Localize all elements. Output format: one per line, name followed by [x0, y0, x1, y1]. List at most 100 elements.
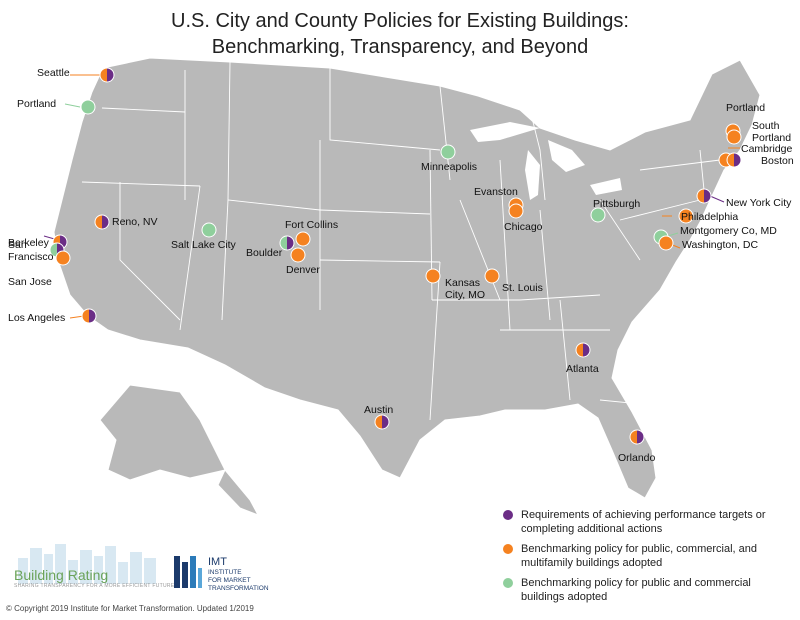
alaska-tail — [217, 469, 260, 516]
city-marker: New York City — [696, 188, 792, 209]
legend-item-green: Benchmarking policy for public and comme… — [503, 576, 793, 604]
city-marker: Washington, DC — [658, 235, 758, 251]
city-label: Denver — [286, 264, 320, 276]
great-lakes — [470, 122, 622, 200]
city-marker: Portland — [17, 98, 96, 115]
city-dot-left-half — [280, 236, 287, 250]
city-label: Fort Collins — [285, 219, 338, 231]
city-dot-outline — [81, 308, 97, 324]
city-label: Kansas City, MO — [445, 277, 485, 301]
city-marker: Boulder — [246, 235, 295, 259]
city-dot — [290, 247, 306, 263]
city-dot-outline — [374, 414, 390, 430]
legend-dot-green — [503, 578, 513, 588]
city-dot-right-half — [102, 215, 109, 229]
city-label: Pittsburgh — [593, 198, 640, 210]
city-dot — [80, 99, 96, 115]
city-marker: Kansas City, MO — [425, 268, 485, 301]
city-dot — [678, 208, 694, 224]
city-label: Philadelphia — [681, 211, 738, 223]
city-dot-right-half — [734, 153, 741, 167]
city-dot-right-half — [583, 343, 590, 357]
city-dot-left-half — [100, 68, 107, 82]
city-label: Evanston — [474, 186, 518, 198]
city-dot-left-half — [630, 430, 637, 444]
city-label: St. Louis — [502, 282, 543, 294]
city-dot-outline — [726, 152, 742, 168]
city-label: Portland — [17, 98, 56, 110]
city-dot-right-half — [287, 236, 294, 250]
city-label: San Francisco — [8, 239, 54, 263]
city-dot-outline — [696, 188, 712, 204]
city-marker: Atlanta — [566, 342, 599, 375]
city-dot — [484, 268, 500, 284]
city-label: South Portland — [752, 120, 791, 144]
legend-text: Benchmarking policy for public, commerci… — [521, 543, 757, 569]
city-label: Seattle — [37, 67, 70, 79]
legend-dot-purple — [503, 510, 513, 520]
city-label: Montgomery Co, MD — [680, 225, 777, 237]
city-dot-right-half — [107, 68, 114, 82]
city-dot — [658, 235, 674, 251]
legend: Requirements of achieving performance ta… — [503, 508, 793, 610]
city-dot — [440, 144, 456, 160]
city-marker: Austin — [364, 404, 393, 430]
city-label: Washington, DC — [682, 239, 758, 251]
city-marker: Fort Collins — [285, 219, 338, 247]
map-title-line1: U.S. City and County Policies for Existi… — [171, 10, 629, 32]
city-marker: Pittsburgh — [590, 198, 640, 223]
city-dot-left-half — [576, 343, 583, 357]
building-rating-tagline: SHARING TRANSPARENCY FOR A MORE EFFICIEN… — [14, 583, 175, 589]
imt-logo: IMT INSTITUTE FOR MARKET TRANSFORMATION — [174, 556, 269, 592]
city-label: Atlanta — [566, 363, 599, 375]
city-dot-left-half — [82, 309, 89, 323]
city-label: Orlando — [618, 452, 656, 464]
building-rating-skyline-logo — [18, 544, 156, 584]
legend-item-purple: Requirements of achieving performance ta… — [503, 508, 793, 536]
city-marker: Reno, NV — [94, 214, 158, 230]
city-marker: Denver — [286, 247, 320, 276]
imt-logo-line1: INSTITUTE — [208, 569, 242, 576]
imt-logo-line3: TRANSFORMATION — [208, 585, 269, 592]
city-dot-right-half — [382, 415, 389, 429]
city-label: Boulder — [246, 247, 283, 259]
city-dot-outline — [99, 67, 115, 83]
city-dot-right-half — [637, 430, 644, 444]
city-dot — [508, 203, 524, 219]
city-marker: Salt Lake City — [171, 222, 237, 251]
imt-logo-title: IMT — [208, 556, 227, 568]
city-label: Reno, NV — [112, 216, 158, 228]
city-dot — [295, 231, 311, 247]
city-dot — [425, 268, 441, 284]
city-marker: South Portland — [726, 120, 791, 145]
legend-item-orange: Benchmarking policy for public, commerci… — [503, 542, 793, 570]
city-label: San Jose — [8, 276, 52, 288]
building-rating-logo-text: Building Rating — [14, 567, 109, 583]
city-marker: Los Angeles — [8, 308, 97, 324]
city-label: Salt Lake City — [171, 239, 237, 251]
city-dot-left-half — [697, 189, 704, 203]
map-title-line2: Benchmarking, Transparency, and Beyond — [211, 36, 589, 58]
city-label: Los Angeles — [8, 312, 65, 324]
city-marker: Boston — [726, 152, 794, 168]
legend-text: Requirements of achieving performance ta… — [521, 509, 766, 535]
city-marker: Minneapolis — [421, 144, 477, 173]
city-marker: Philadelphia — [678, 208, 738, 224]
imt-logo-line2: FOR MARKET — [208, 577, 251, 584]
city-dot-right-half — [704, 189, 711, 203]
imt-mark — [174, 556, 202, 588]
us-landmass — [53, 57, 761, 499]
city-dot — [201, 222, 217, 238]
city-marker: Chicago — [504, 203, 543, 233]
legend-dot-orange — [503, 544, 513, 554]
city-marker: Orlando — [618, 429, 656, 464]
map-title: U.S. City and County Policies for Existi… — [0, 8, 800, 60]
city-marker: St. Louis — [484, 268, 543, 294]
city-dot-outline — [279, 235, 295, 251]
city-dot-outline — [629, 429, 645, 445]
city-label: Austin — [364, 404, 393, 416]
city-dot-left-half — [727, 153, 734, 167]
city-marker: San Jose — [8, 250, 71, 288]
